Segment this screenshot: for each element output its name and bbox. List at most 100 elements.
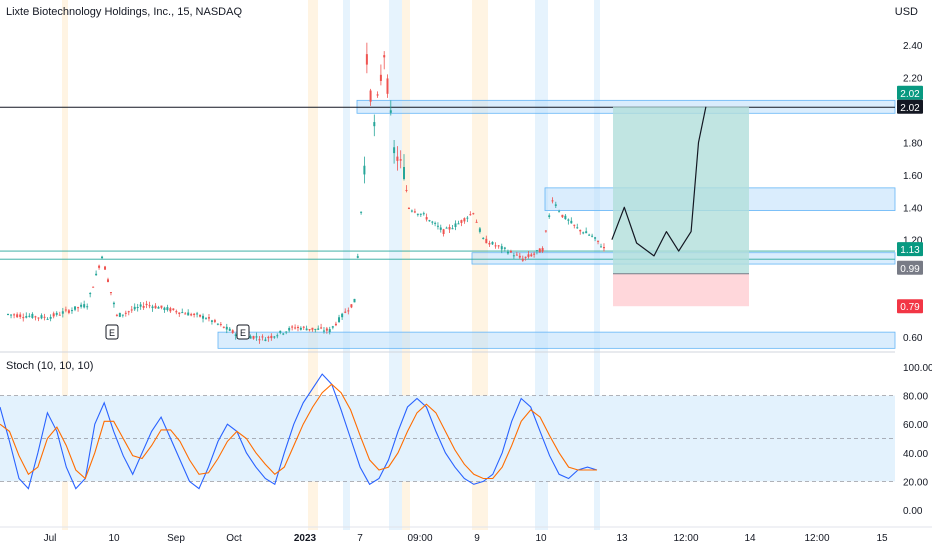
candle-body [530,254,533,257]
candle-body [460,220,463,223]
candle-body [216,323,219,325]
candle-body [576,227,579,229]
candle-body [472,213,475,215]
candle-body [353,298,356,303]
candle-body [428,220,431,222]
candle-body [231,330,234,333]
candle-body [70,310,73,312]
candle-body [86,306,89,308]
candle-body [509,250,512,253]
stoch-axis-tick: 40.00 [903,449,928,460]
candle-body [588,234,591,236]
price-badge-label: 0.99 [900,264,920,275]
time-axis-label: Oct [226,533,242,544]
stoch-axis-tick: 20.00 [903,477,928,488]
candle-body [328,329,331,333]
candle-body [485,238,488,244]
time-axis-label: 7 [357,533,363,544]
candle-body [52,313,55,317]
candle-body [469,214,472,216]
time-axis-label: 2023 [294,533,317,544]
candle-body [439,227,442,230]
candle-body [399,159,402,161]
candle-body [19,314,22,317]
candle-body [115,314,118,316]
projection-drawing [611,106,707,257]
candle-body [46,318,49,320]
candle-body [436,225,439,227]
candle-body [548,215,551,217]
candle-body [213,320,216,322]
indicator-title[interactable]: Stoch (10, 10, 10) [6,360,94,372]
candle-body [405,189,408,191]
candle-body [22,317,25,319]
price-badge [897,299,923,314]
candle-body [187,312,190,316]
price-badge [897,85,923,100]
candle-body [89,293,92,295]
candle-body [196,313,199,315]
candle-body [7,314,9,316]
candle-body [396,156,399,161]
candle-body [338,317,341,322]
candle-body [294,327,297,329]
candle-body [151,306,154,309]
candle-body [261,336,264,338]
candle-body [64,309,67,311]
candle-body [299,327,302,330]
candle-body [344,311,347,313]
candle-body [302,326,305,328]
candle-body [518,255,521,258]
candle-body [58,314,61,316]
candle-body [410,210,413,212]
candle-body [314,328,317,330]
candle-body [127,311,130,313]
candle-body [193,313,196,315]
candle-body [308,329,311,331]
candle-body [249,336,252,339]
candle-body [67,310,70,313]
candle-body [31,313,34,318]
candle-body [524,256,527,258]
candle-body [497,245,500,247]
candle-body [331,326,334,328]
candle-body [554,204,557,206]
candle-body [148,305,151,307]
candle-body [541,248,544,252]
candle-body [43,316,46,318]
candle-body [379,74,382,81]
earnings-marker [105,324,119,340]
candle-body [13,314,16,316]
candle-body [512,255,515,257]
chart-title: Lixte Biotechnology Holdings, Inc., 15, … [6,6,243,18]
candle-body [535,250,538,252]
candle-body [252,336,255,339]
candle-body [373,122,376,127]
candle-body [55,312,58,315]
session-stripe [308,0,318,530]
candle-body [205,318,207,320]
candle-body [305,328,308,331]
candle-body [181,312,184,314]
candle-body [482,237,485,239]
candle-body [121,314,124,316]
time-axis-label: 15 [876,533,888,544]
price-axis-tick: 2.40 [903,41,923,52]
candle-body [533,253,536,255]
time-axis-label: 12:00 [804,533,829,544]
candle-body [475,221,478,223]
stoch-d-line [0,383,597,480]
candle-body [207,317,210,319]
candle-body [175,311,178,313]
candle-body [389,110,392,113]
price-axis-tick: 1.40 [903,203,923,214]
candle-body [478,228,481,232]
candle-body [325,328,328,331]
candle-body [347,310,350,312]
earnings-marker [236,324,250,340]
candle-body [199,314,202,317]
candle-body [602,247,605,249]
candle-body [521,258,524,261]
